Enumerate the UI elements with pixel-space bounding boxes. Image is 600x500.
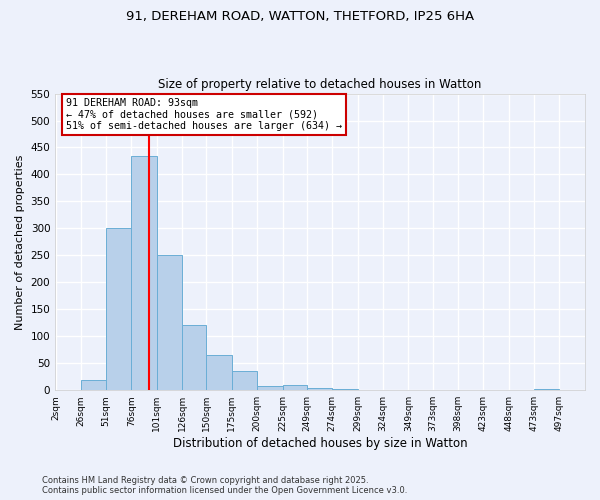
Title: Size of property relative to detached houses in Watton: Size of property relative to detached ho… <box>158 78 482 91</box>
Bar <box>106 228 131 390</box>
Bar <box>80 380 106 390</box>
Bar <box>157 256 182 390</box>
Text: Contains HM Land Registry data © Crown copyright and database right 2025.
Contai: Contains HM Land Registry data © Crown c… <box>42 476 407 495</box>
Bar <box>131 156 157 390</box>
Bar <box>283 385 307 390</box>
Bar <box>307 388 332 390</box>
Bar <box>182 326 206 390</box>
Text: 91, DEREHAM ROAD, WATTON, THETFORD, IP25 6HA: 91, DEREHAM ROAD, WATTON, THETFORD, IP25… <box>126 10 474 23</box>
Bar <box>332 388 358 390</box>
Text: 91 DEREHAM ROAD: 93sqm
← 47% of detached houses are smaller (592)
51% of semi-de: 91 DEREHAM ROAD: 93sqm ← 47% of detached… <box>66 98 342 131</box>
Bar <box>257 386 283 390</box>
Bar <box>232 372 257 390</box>
X-axis label: Distribution of detached houses by size in Watton: Distribution of detached houses by size … <box>173 437 467 450</box>
Bar <box>206 355 232 390</box>
Bar <box>534 388 559 390</box>
Y-axis label: Number of detached properties: Number of detached properties <box>15 154 25 330</box>
